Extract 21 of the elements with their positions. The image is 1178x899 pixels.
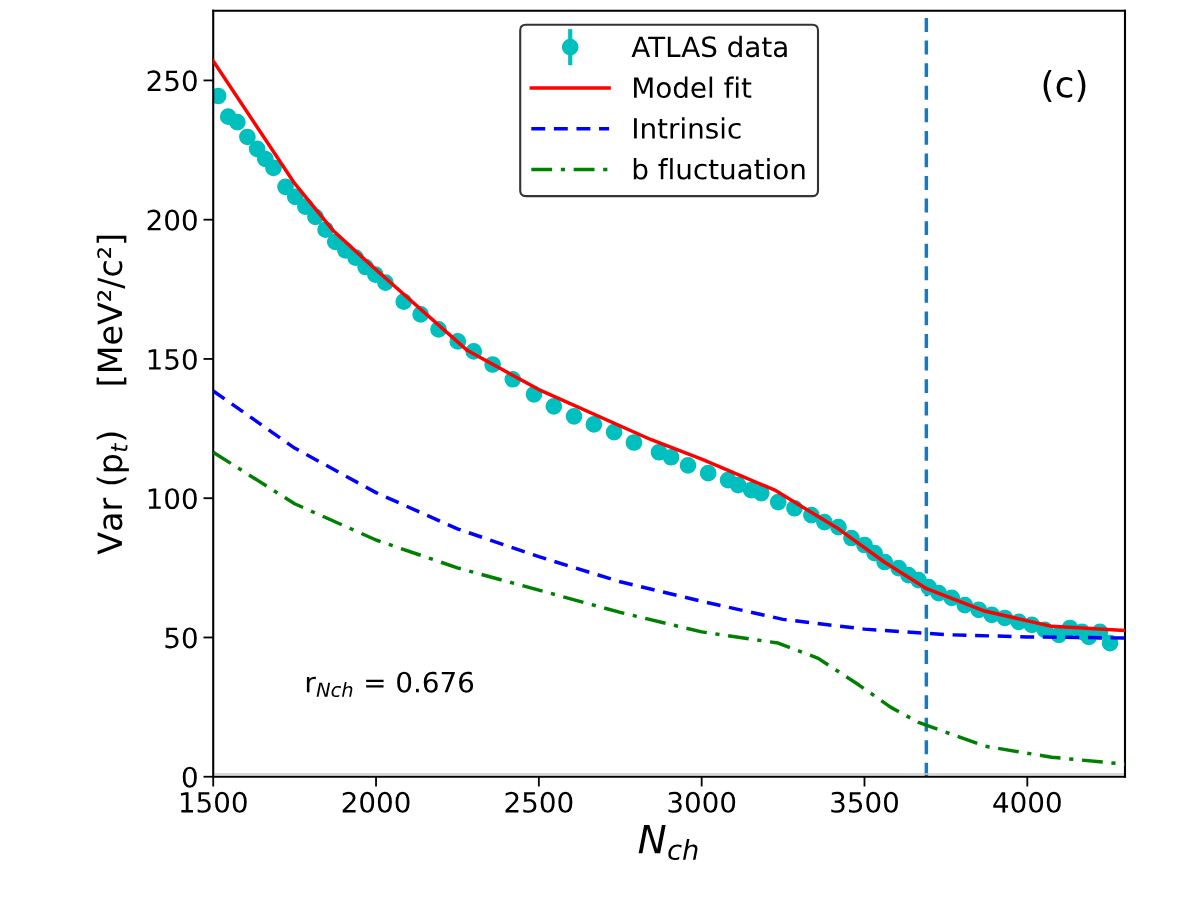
y-tick-label: 150 [148,348,197,370]
legend-label: b fluctuation [633,158,805,180]
x-tick-label: 4000 [993,791,1061,813]
y-tick-label: 50 [165,627,197,649]
x-tick-label: 3000 [668,791,736,813]
x-axis-title: N$_{ch}$ [638,824,698,861]
legend-label: Model fit [634,76,752,99]
legend-label: Intrinsic [634,117,741,139]
x-tick-label: 2000 [342,791,410,813]
x-tick-label: 3500 [831,791,898,813]
annotation: (c) [1043,69,1086,103]
x-tick-label: 2500 [505,791,573,813]
line-series [213,389,1125,640]
y-tick-label: 200 [147,209,197,231]
x-tick-label: 1500 [180,791,247,813]
y-tick-label: 0 [182,766,197,788]
annotation: r$_{Nch}$ = 0.676 [306,671,474,698]
y-tick-label: 100 [148,488,197,510]
y-tick-label: 250 [147,70,197,92]
legend-label: ATLAS data [631,35,787,58]
y-axis-title: Var (p$_{t}$) [MeV²/c²] [96,235,129,555]
